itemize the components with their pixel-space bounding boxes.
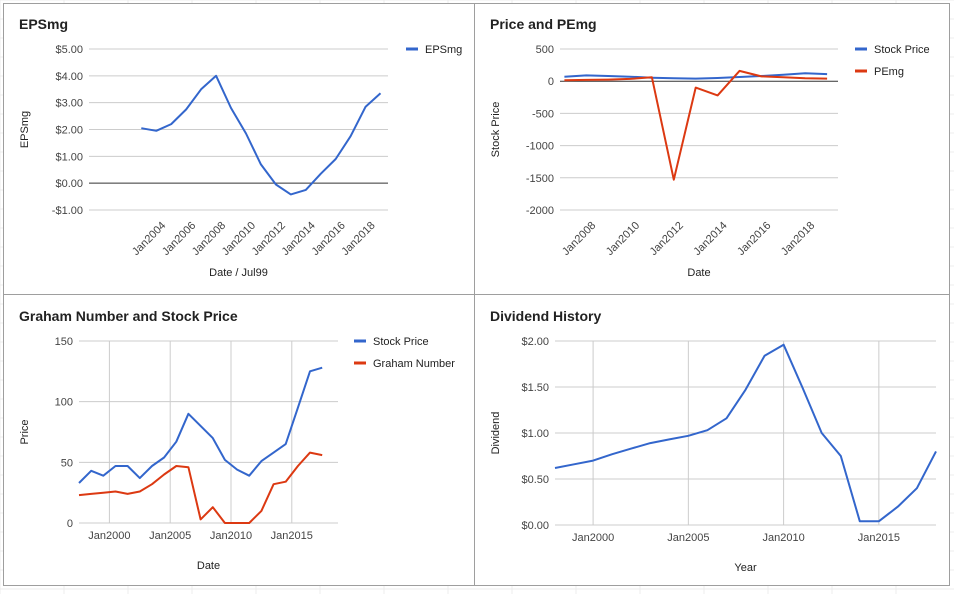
- y-tick-label: 50: [61, 457, 73, 469]
- legend-swatch: [354, 361, 366, 365]
- legend-swatch: [855, 47, 867, 51]
- epsmg-series-line-1: [141, 74, 382, 196]
- y-axis-title: EPSmg: [19, 111, 31, 148]
- y-tick-label: $1.50: [521, 382, 549, 394]
- chart-title: EPSmg: [19, 16, 68, 32]
- y-tick-label: $2.00: [55, 125, 83, 137]
- y-tick-label: 500: [536, 44, 554, 56]
- dividend-history-chart-panel: Dividend History $2.00 $1.50 $1.00 $0.50 $0.0…: [474, 294, 950, 586]
- x-tick-label: Jan2018: [779, 220, 817, 258]
- graham-number-chart-panel: Graham Number and Stock Price 150 100 50 0 Ja…: [3, 294, 475, 586]
- legend-label: Stock Price: [373, 336, 429, 348]
- x-axis-title: Date / Jul99: [209, 267, 268, 279]
- y-tick-label: $3.00: [55, 98, 83, 110]
- x-tick-label: Jan2005: [667, 532, 709, 544]
- y-axis-title: Dividend: [490, 412, 502, 455]
- y-tick-label: -1500: [526, 173, 554, 185]
- y-tick-label: $0.00: [55, 178, 83, 190]
- epsmg-chart-panel: EPSmg $5.00 $4.00 $3.00 $2.00 $1.00 $0.00 -$1.0…: [3, 3, 475, 295]
- x-axis-title: Date: [687, 267, 710, 279]
- x-tick-label: Jan2012: [648, 220, 686, 258]
- y-tick-label: -500: [532, 108, 554, 120]
- graham-number-chart: Graham Number and Stock Price 150 100 50 0 Ja…: [19, 308, 455, 572]
- x-tick-label: Jan2010: [762, 532, 804, 544]
- legend-swatch: [406, 47, 418, 51]
- y-tick-label: $1.00: [521, 428, 549, 440]
- y-tick-label: $0.00: [521, 520, 549, 532]
- x-tick-label: Jan2005: [149, 530, 191, 542]
- price-pemg-series-line-1: [564, 72, 828, 80]
- y-axis-title: Price: [19, 419, 31, 444]
- x-tick-label: Jan2018: [339, 220, 377, 258]
- x-tick-label: Jan2008: [560, 220, 598, 258]
- y-axis-title: Stock Price: [490, 102, 502, 158]
- x-tick-label: Jan2010: [210, 530, 252, 542]
- y-tick-label: 0: [67, 518, 73, 530]
- dividend-history-chart: Dividend History $2.00 $1.50 $1.00 $0.50 $0.0…: [490, 308, 937, 574]
- x-tick-label: Jan2000: [88, 530, 130, 542]
- x-tick-label: Jan2000: [572, 532, 614, 544]
- epsmg-chart: EPSmg $5.00 $4.00 $3.00 $2.00 $1.00 $0.00 -$1.0…: [19, 16, 462, 279]
- legend-label: Stock Price: [874, 44, 930, 56]
- y-tick-label: $4.00: [55, 71, 83, 83]
- legend-label: Graham Number: [373, 358, 455, 370]
- x-tick-label: Jan2014: [691, 220, 729, 258]
- y-tick-label: $0.50: [521, 474, 549, 486]
- chart-title: Dividend History: [490, 308, 601, 324]
- chart-title: Price and PEmg: [490, 16, 597, 32]
- graham-number-series-line-2: [78, 451, 323, 524]
- y-tick-label: -2000: [526, 205, 554, 217]
- graham-number-series-line-1: [78, 366, 323, 484]
- legend-label: EPSmg: [425, 44, 462, 56]
- y-tick-label: $1.00: [55, 151, 83, 163]
- legend-swatch: [855, 69, 867, 73]
- x-tick-label: Jan2015: [271, 530, 313, 542]
- y-tick-label: 100: [55, 397, 73, 409]
- legend-swatch: [354, 339, 366, 343]
- y-tick-label: 150: [55, 336, 73, 348]
- y-tick-label: 0: [548, 76, 554, 88]
- y-tick-label: -1000: [526, 141, 554, 153]
- x-tick-label: Jan2016: [735, 220, 773, 258]
- y-tick-label: $5.00: [55, 44, 83, 56]
- legend-label: PEmg: [874, 66, 904, 78]
- price-pemg-series-line-2: [564, 69, 828, 181]
- x-tick-label: Jan2015: [858, 532, 900, 544]
- dividend-series-line-1: [554, 343, 937, 523]
- y-tick-label: -$1.00: [52, 205, 83, 217]
- x-tick-label: Jan2010: [604, 220, 642, 258]
- x-axis-title: Year: [734, 562, 757, 574]
- chart-title: Graham Number and Stock Price: [19, 308, 238, 324]
- price-pemg-chart-panel: Price and PEmg 500 0 -500 -1000 -1500 -2000 Jan…: [474, 3, 950, 295]
- x-axis-title: Date: [197, 560, 220, 572]
- price-pemg-chart: Price and PEmg 500 0 -500 -1000 -1500 -2000 Jan…: [490, 16, 930, 279]
- y-tick-label: $2.00: [521, 336, 549, 348]
